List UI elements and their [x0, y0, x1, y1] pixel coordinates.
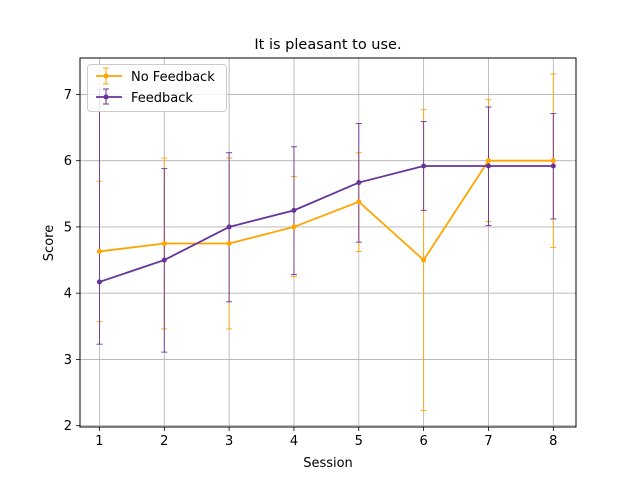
data-point-feedback [161, 257, 167, 263]
x-tick-label: 5 [355, 434, 363, 449]
legend-label-no-feedback: No Feedback [131, 70, 215, 85]
y-tick-label: 2 [64, 419, 72, 434]
data-point-no-feedback [161, 240, 167, 246]
data-point-no-feedback [356, 199, 362, 205]
series-line-feedback [99, 165, 554, 283]
y-tick-label: 7 [64, 88, 72, 103]
x-tick-label: 1 [95, 434, 103, 449]
legend-marker-no-feedback [103, 73, 109, 79]
x-tick-label: 7 [484, 434, 492, 449]
grid-lines [80, 58, 576, 427]
legend-entry-feedback: Feedback [96, 88, 193, 106]
data-point-no-feedback [421, 257, 427, 263]
data-point-no-feedback [226, 240, 232, 246]
data-point-no-feedback [96, 248, 102, 254]
legend: No Feedback Feedback [87, 64, 227, 112]
y-tick-label: 3 [64, 353, 72, 368]
x-tick-label: 8 [549, 434, 557, 449]
x-axis-label: Session [303, 456, 353, 471]
legend-box [87, 64, 227, 112]
data-point-feedback [96, 279, 102, 285]
x-tick-label: 2 [160, 434, 168, 449]
legend-label-feedback: Feedback [131, 91, 193, 106]
data-point-no-feedback [550, 158, 556, 164]
plot-frame [79, 57, 577, 428]
series-line-no-feedback [99, 159, 554, 262]
y-axis-label: Score [42, 225, 57, 261]
data-point-feedback [291, 207, 297, 213]
legend-entry-no-feedback: No Feedback [96, 67, 215, 85]
data-point-no-feedback [291, 224, 297, 230]
y-tick-label: 4 [64, 287, 72, 302]
x-tick-label: 4 [290, 434, 298, 449]
y-tick-label: 6 [64, 154, 72, 169]
data-point-feedback [421, 163, 427, 169]
data-point-feedback [356, 180, 362, 186]
axis-ticks: 1 2 3 4 5 6 7 8 2 3 4 5 6 7 [64, 88, 558, 449]
legend-marker-feedback [103, 94, 109, 100]
series-lines [96, 158, 556, 285]
y-tick-label: 5 [64, 220, 72, 235]
x-tick-label: 6 [419, 434, 427, 449]
data-point-feedback [226, 224, 232, 230]
data-point-feedback [550, 163, 556, 169]
data-point-no-feedback [485, 158, 491, 164]
data-point-feedback [485, 163, 491, 169]
x-tick-label: 3 [225, 434, 233, 449]
chart-title: It is pleasant to use. [254, 37, 401, 53]
